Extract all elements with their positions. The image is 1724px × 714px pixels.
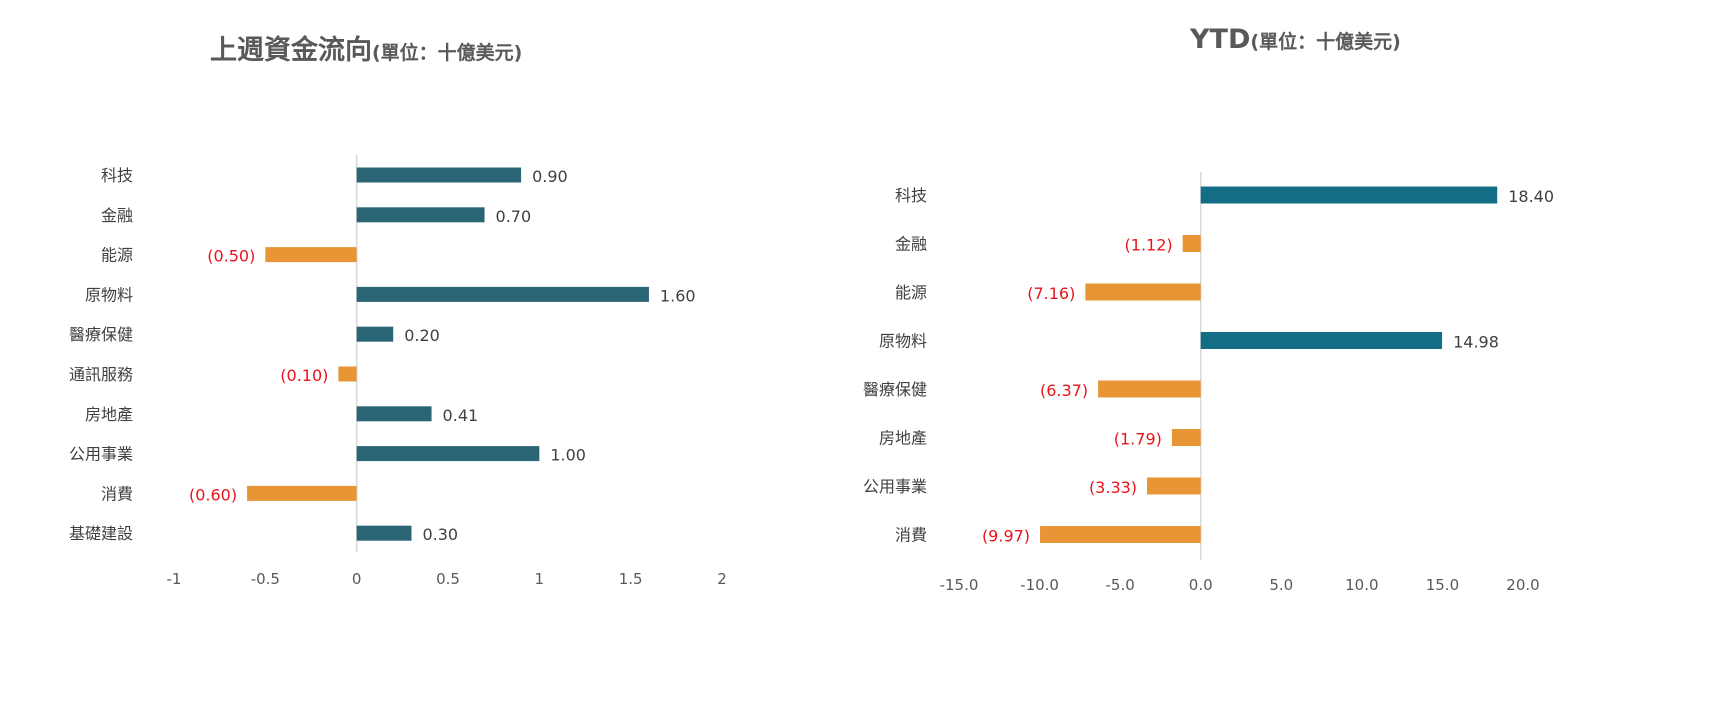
- category-label: 能源: [101, 246, 133, 265]
- chart-title-unit: (單位：十億美元): [372, 42, 523, 64]
- value-label: (3.33): [1089, 478, 1137, 497]
- category-label: 房地產: [85, 405, 133, 424]
- category-label: 原物料: [85, 285, 133, 304]
- value-label: 1.60: [660, 286, 696, 305]
- chart-title-main: YTD: [1190, 24, 1251, 55]
- bar-8: [356, 446, 540, 462]
- x-tick-label: -0.5: [251, 570, 280, 588]
- bar-4: [1200, 332, 1443, 349]
- bar-7: [1147, 477, 1201, 495]
- category-label: 金融: [895, 235, 927, 254]
- value-label: (0.10): [280, 366, 328, 385]
- bar-7: [356, 406, 432, 422]
- x-tick-label: 20.0: [1506, 576, 1539, 594]
- value-label: (1.12): [1125, 236, 1173, 255]
- category-label: 消費: [895, 526, 927, 545]
- chart-title-unit: (單位：十億美元): [1250, 31, 1401, 53]
- x-tick-label: 0.5: [436, 570, 460, 588]
- x-tick-label: 15.0: [1426, 576, 1459, 594]
- bar-3: [265, 247, 357, 263]
- value-label: (9.97): [982, 527, 1030, 546]
- category-label: 房地產: [879, 429, 927, 448]
- chart-title-weekly-flows: 上週資金流向(單位：十億美元): [210, 28, 522, 67]
- category-label: 公用事業: [69, 445, 133, 464]
- x-tick-label: -5.0: [1106, 576, 1135, 594]
- bar-2: [356, 207, 485, 223]
- value-label: 0.41: [443, 406, 479, 425]
- ytd-flows-bar-chart: 科技 18.40 金融 (1.12) 能源 (7.16) 原物料 14.98 醫療保健 (6.37…: [863, 172, 1554, 594]
- value-label: 0.90: [532, 167, 568, 186]
- x-tick-label: 10.0: [1345, 576, 1378, 594]
- bar-3: [1085, 283, 1201, 301]
- x-tick-label: 5.0: [1269, 576, 1293, 594]
- value-label: 0.30: [422, 525, 458, 544]
- category-label: 消費: [101, 484, 133, 503]
- value-label: (7.16): [1027, 284, 1075, 303]
- category-label: 基礎建設: [69, 524, 133, 543]
- weekly-flows-bar-chart: 科技 0.90 金融 0.70 能源 (0.50) 原物料 1.60 醫療保健 0.20 通訊服務 (…: [69, 155, 727, 588]
- category-label: 公用事業: [863, 477, 927, 496]
- value-label: 0.70: [496, 207, 532, 226]
- x-tick-label: 2: [717, 570, 727, 588]
- value-label: 14.98: [1453, 333, 1499, 352]
- x-tick-label: 1: [535, 570, 545, 588]
- x-tick-label: 1.5: [619, 570, 643, 588]
- chart-panel-weekly-flows: 上週資金流向(單位：十億美元) 科技 0.90 金融 0.70 能源 (0.50) 原物料 1…: [0, 0, 860, 714]
- value-label: (1.79): [1114, 430, 1162, 449]
- category-label: 能源: [895, 283, 927, 302]
- category-label: 原物料: [879, 332, 927, 351]
- bar-5: [356, 326, 394, 342]
- bar-9: [247, 485, 357, 501]
- bar-8: [1040, 526, 1201, 543]
- category-label: 科技: [101, 166, 133, 185]
- chart-title-main: 上週資金流向: [210, 35, 372, 66]
- value-label: (6.37): [1040, 381, 1088, 400]
- x-tick-label: 0.0: [1189, 576, 1213, 594]
- chart-title-ytd: YTD(單位：十億美元): [1190, 24, 1401, 55]
- x-tick-label: -15.0: [940, 576, 979, 594]
- value-label: 18.40: [1508, 187, 1554, 206]
- bar-10: [356, 525, 412, 541]
- chart-panel-ytd-flows: YTD(單位：十億美元) 科技 18.40 金融 (1.12) 能源 (7.16) 原物料 1…: [860, 0, 1724, 714]
- bar-6: [338, 366, 357, 382]
- bar-2: [1182, 235, 1201, 252]
- x-tick-label: -1: [167, 570, 182, 588]
- category-label: 科技: [895, 186, 927, 205]
- category-label: 醫療保健: [863, 380, 927, 399]
- x-tick-label: -10.0: [1020, 576, 1059, 594]
- value-label: 1.00: [550, 446, 586, 465]
- value-label: 0.20: [404, 326, 440, 345]
- x-tick-label: 0: [352, 570, 362, 588]
- category-label: 金融: [101, 206, 133, 225]
- value-label: (0.60): [189, 485, 237, 504]
- bar-1: [1200, 186, 1498, 204]
- category-label: 通訊服務: [69, 365, 133, 384]
- value-label: (0.50): [207, 247, 255, 266]
- bar-5: [1098, 380, 1201, 398]
- bar-1: [356, 167, 522, 183]
- bar-6: [1171, 429, 1201, 446]
- bar-4: [356, 286, 649, 302]
- category-label: 醫療保健: [69, 325, 133, 344]
